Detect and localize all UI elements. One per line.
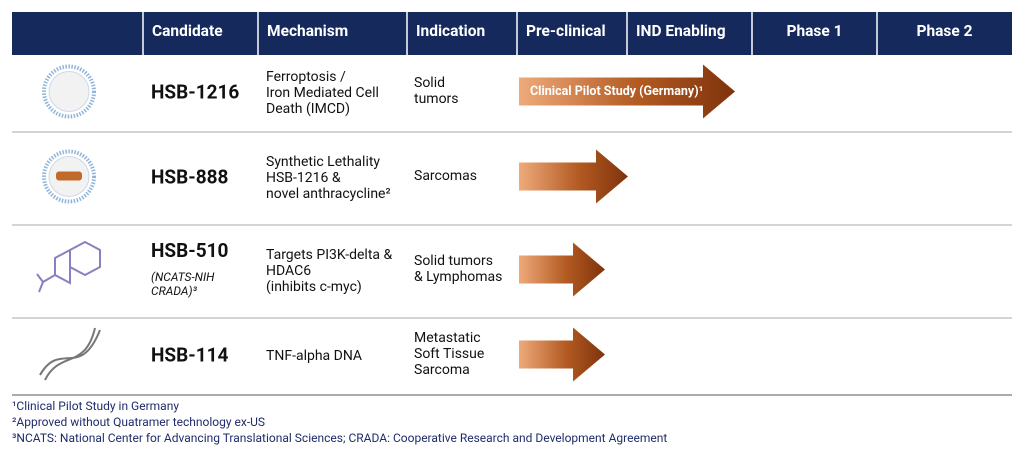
indication-line: Sarcomas bbox=[414, 168, 477, 184]
mechanism-line: TNF-alpha DNA bbox=[266, 348, 362, 364]
candidate-icon bbox=[42, 64, 96, 119]
indication-line: Solid tumors bbox=[414, 253, 493, 269]
indication-line: Soft Tissue bbox=[414, 346, 484, 362]
molecule-icon bbox=[36, 240, 101, 293]
candidate-name: HSB-888 bbox=[151, 166, 229, 189]
indication-line: Sarcoma bbox=[414, 362, 470, 378]
header-cell: IND Enabling bbox=[636, 22, 726, 40]
header-cell: Pre-clinical bbox=[526, 22, 606, 40]
progress-arrow bbox=[519, 149, 628, 204]
candidate-name: HSB-1216 bbox=[151, 81, 239, 104]
progress-arrow bbox=[519, 327, 605, 382]
mechanism-line: (inhibits c-myc) bbox=[266, 279, 362, 295]
indication-line: Solid bbox=[414, 75, 445, 91]
footnote: ³NCATS: National Center for Advancing Tr… bbox=[12, 431, 667, 445]
mechanism-line: Death (IMCD) bbox=[266, 101, 350, 117]
footnote: ¹Clinical Pilot Study in Germany bbox=[12, 399, 179, 413]
mechanism-line: Synthetic Lethality bbox=[266, 154, 380, 170]
mechanism-line: Targets PI3K-delta & bbox=[266, 247, 392, 263]
header-cell: Phase 2 bbox=[916, 22, 972, 40]
candidate-name: HSB-510 bbox=[151, 239, 229, 262]
candidate-icon bbox=[42, 149, 96, 204]
header-bar bbox=[12, 12, 1012, 55]
icon-core bbox=[48, 71, 90, 112]
icon-ring bbox=[42, 149, 96, 204]
mechanism-line: novel anthracycline² bbox=[266, 186, 391, 202]
mechanism-line: Iron Mediated Cell bbox=[266, 85, 379, 101]
indication-line: Metastatic bbox=[414, 330, 481, 346]
indication-line: tumors bbox=[414, 91, 459, 107]
header-cell: Indication bbox=[416, 22, 485, 40]
icon-payload bbox=[56, 171, 82, 181]
mechanism-line: HSB-1216 & bbox=[266, 170, 341, 186]
candidate-note: (NCATS-NIH bbox=[151, 270, 215, 284]
footnote: ²Approved without Quatramer technology e… bbox=[12, 415, 265, 429]
candidate-name: HSB-114 bbox=[151, 344, 229, 367]
progress-arrow bbox=[519, 242, 605, 297]
arrow-label: Clinical Pilot Study (Germany)¹ bbox=[530, 84, 703, 99]
icon-ring bbox=[42, 64, 96, 119]
header-cell: Phase 1 bbox=[786, 22, 842, 40]
candidate-note: CRADA)³ bbox=[151, 284, 198, 298]
header-cell: Candidate bbox=[152, 22, 223, 40]
header-cell: Mechanism bbox=[267, 22, 348, 40]
mechanism-line: HDAC6 bbox=[266, 263, 311, 279]
dna-icon bbox=[39, 327, 101, 381]
mechanism-line: Ferroptosis / bbox=[266, 69, 346, 85]
indication-line: & Lymphomas bbox=[414, 269, 502, 285]
progress-arrow bbox=[519, 64, 735, 119]
